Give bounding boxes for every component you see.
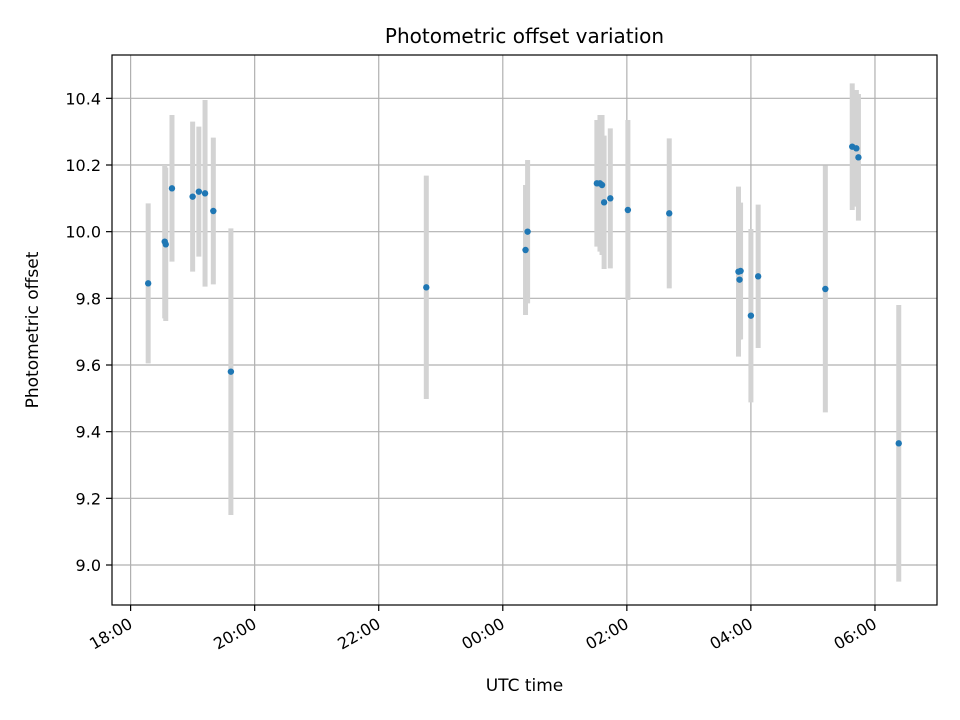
x-tick-label: 00:00 [458, 614, 507, 654]
data-point [895, 440, 902, 447]
data-point [600, 199, 608, 206]
data-point [201, 190, 209, 197]
data-point [522, 246, 529, 254]
data-point [736, 276, 743, 283]
y-tick-label: 10.4 [65, 89, 101, 108]
y-tick-label: 9.2 [76, 489, 101, 508]
x-tick-label: 20:00 [210, 614, 259, 654]
x-axis-title: UTC time [486, 676, 564, 696]
data-point [144, 280, 152, 287]
data-point [524, 228, 531, 235]
x-tick-label: 22:00 [334, 614, 383, 654]
errorbars [145, 83, 902, 582]
data-point [737, 267, 744, 275]
y-tick-label: 9.0 [76, 556, 101, 575]
x-tick-label: 04:00 [706, 614, 755, 654]
y-tick-label: 9.6 [76, 356, 101, 375]
data-point [189, 193, 196, 200]
y-tick-label: 10.2 [65, 156, 101, 175]
axis-ticks: 18:00 20:00 22:00 00:00 02:00 04:00 06:00 9.0 9.… [65, 89, 880, 653]
y-axis-title: Photometric offset [23, 251, 43, 408]
x-tick-label: 02:00 [582, 614, 631, 654]
chart-title: Photometric offset variation [385, 24, 664, 48]
data-point [195, 188, 203, 195]
data-point [747, 312, 755, 319]
y-tick-label: 10.0 [65, 223, 101, 242]
x-tick-label: 06:00 [831, 614, 880, 654]
data-point [853, 145, 860, 152]
data-point [754, 273, 762, 280]
data-point [607, 195, 614, 202]
data-point [666, 210, 673, 217]
data-point [162, 241, 169, 248]
plot-frame [111, 54, 938, 606]
grid [112, 55, 937, 605]
data-point [822, 285, 829, 293]
data-point [210, 207, 217, 215]
data-point [423, 284, 430, 291]
data-point [168, 185, 176, 192]
data-point [855, 154, 862, 161]
data-point [624, 206, 632, 214]
data-point [227, 368, 235, 375]
data-point [598, 181, 606, 189]
x-tick-label: 18:00 [86, 614, 135, 654]
y-tick-label: 9.8 [76, 289, 101, 308]
y-tick-label: 9.4 [76, 423, 101, 442]
data-points [144, 143, 902, 447]
